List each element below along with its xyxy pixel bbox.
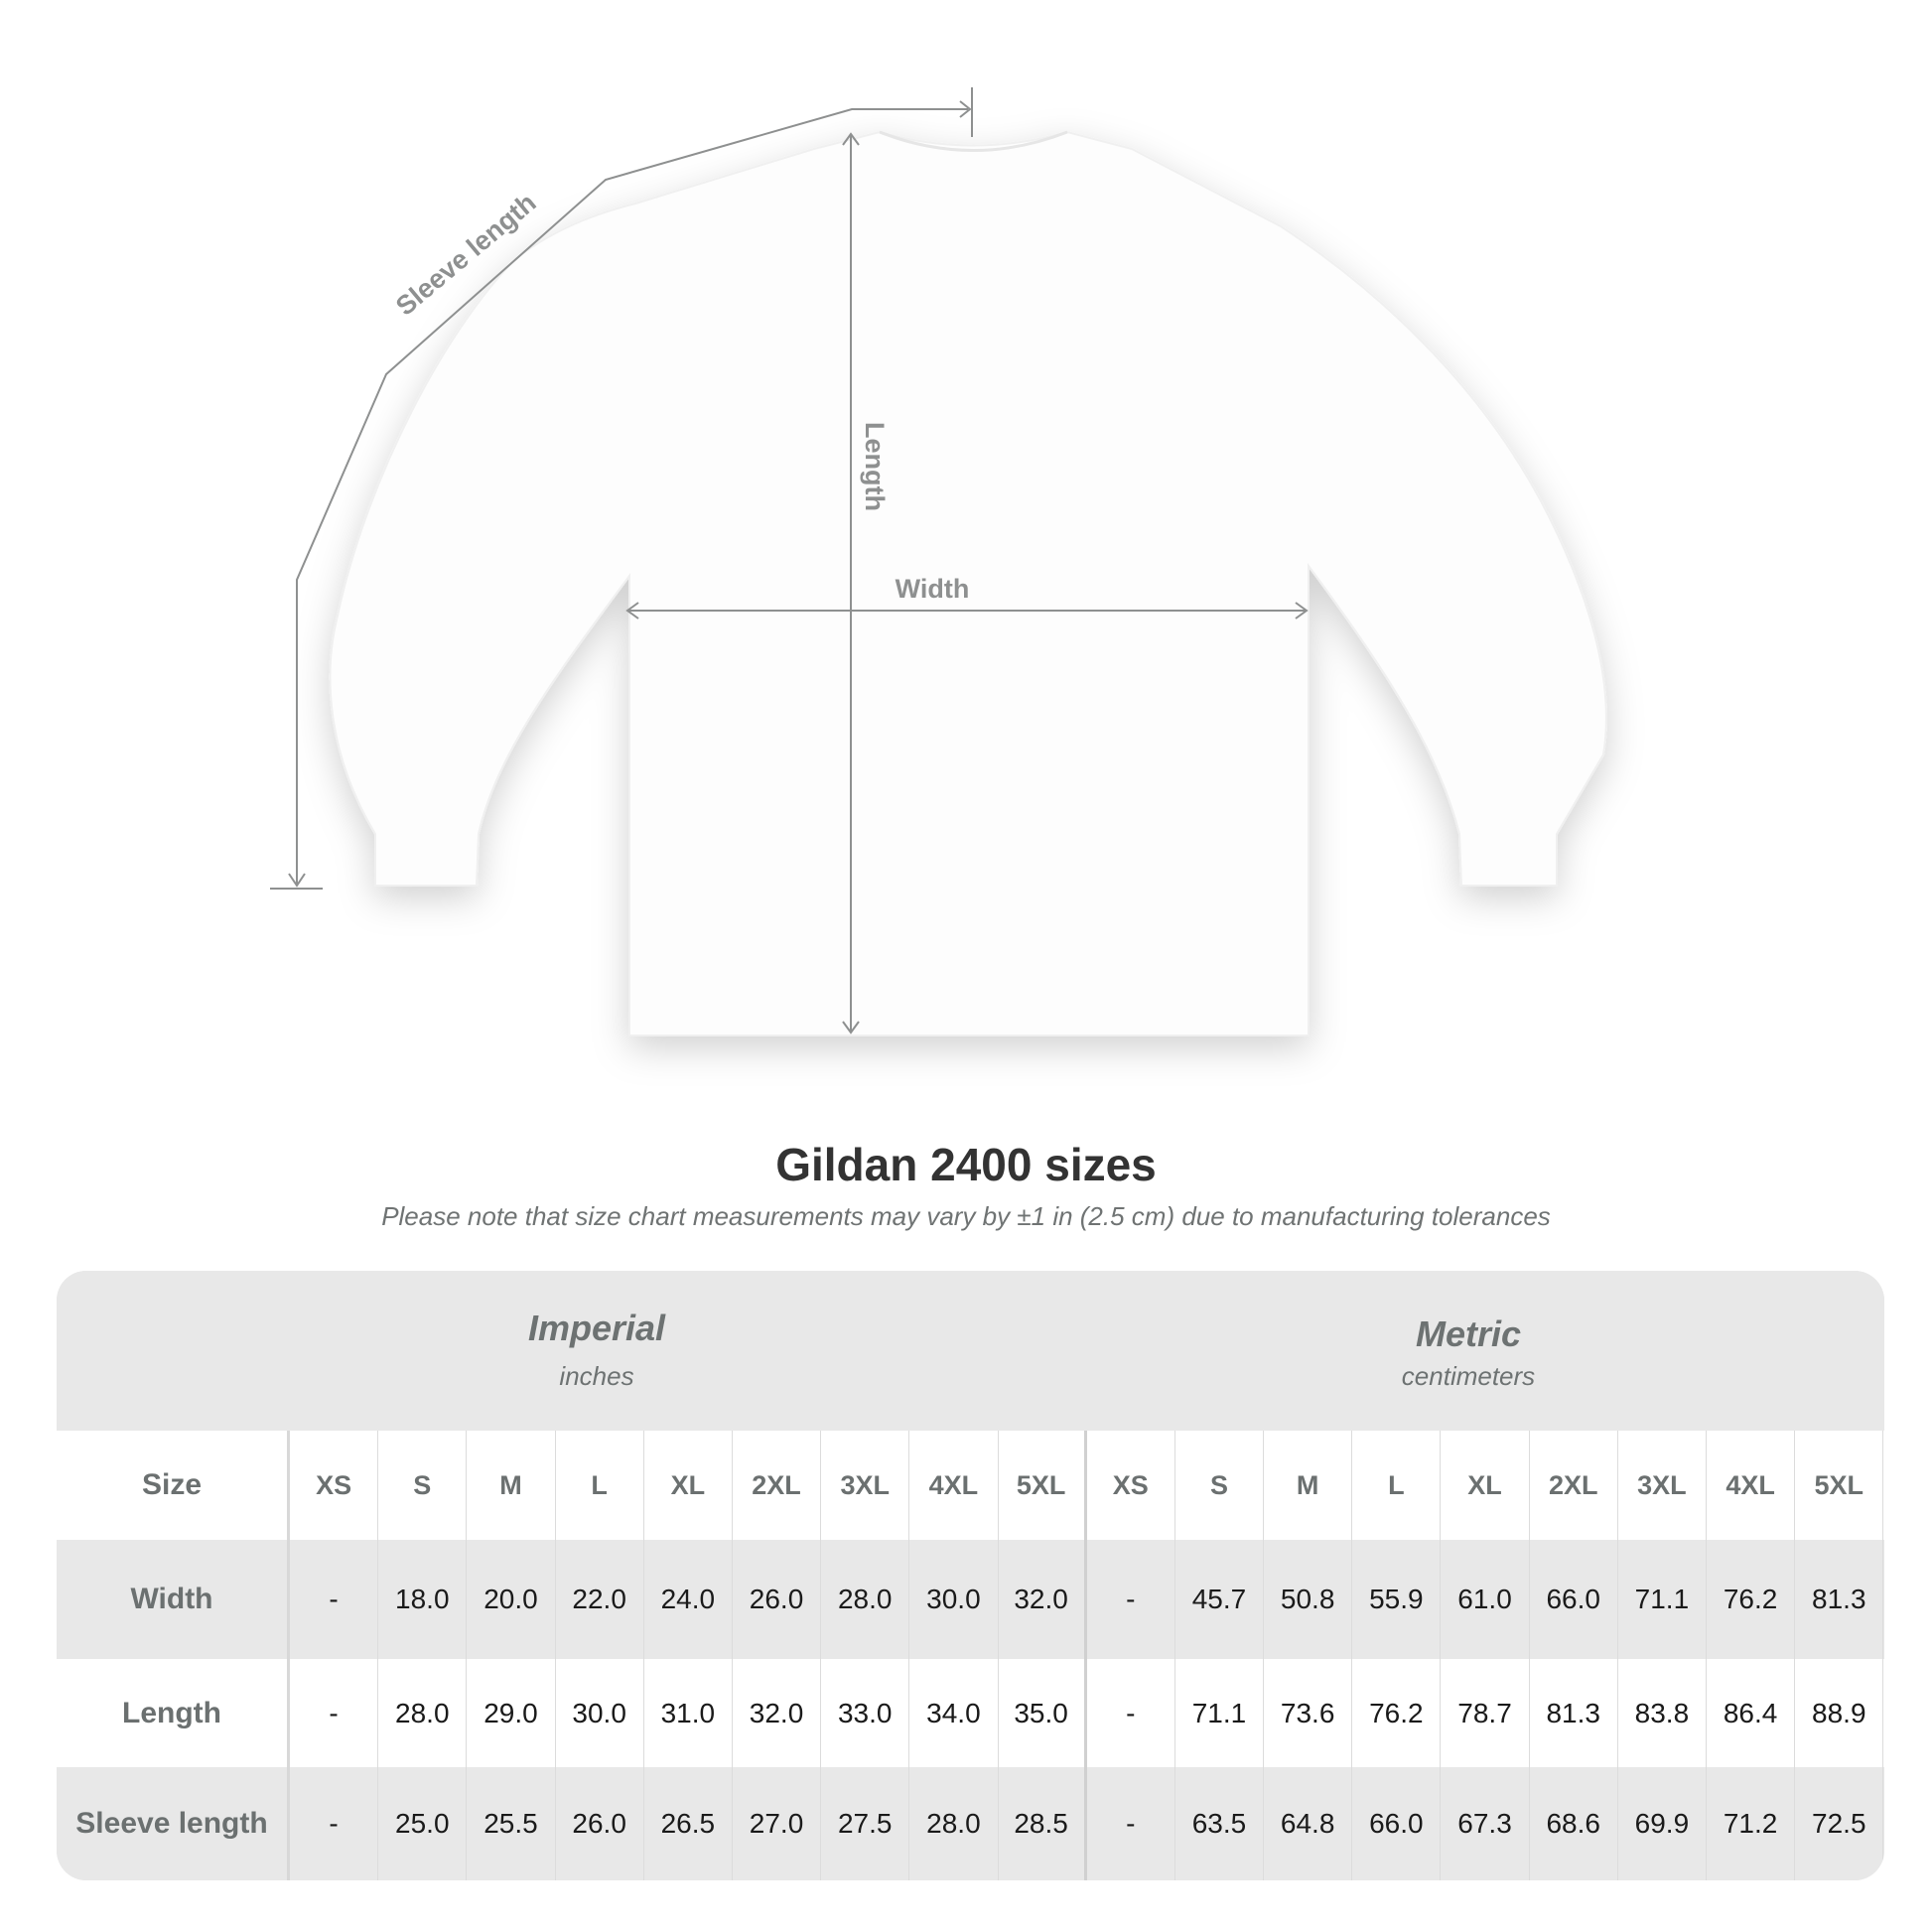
imperial-value-cell: 28.0 xyxy=(909,1767,999,1880)
metric-value-cell: 76.2 xyxy=(1707,1540,1796,1659)
size-header-row: Size XS S M L XL 2XL 3XL 4XL 5XL XS S M L XL 2XL 3XL 4XL 5… xyxy=(57,1431,1884,1540)
metric-value-cell: - xyxy=(1087,1659,1175,1767)
imperial-title: Imperial xyxy=(527,1308,666,1348)
imperial-value-cell: 18.0 xyxy=(378,1540,468,1659)
imperial-value-cell: 24.0 xyxy=(644,1540,733,1659)
imperial-value-cell: 35.0 xyxy=(999,1659,1087,1767)
metric-value-cell: 86.4 xyxy=(1707,1659,1796,1767)
metric-value-cell: 66.0 xyxy=(1530,1540,1618,1659)
row-label: Sleeve length xyxy=(57,1767,290,1880)
imperial-value-cell: 32.0 xyxy=(999,1540,1087,1659)
size-header-cell: L xyxy=(556,1431,644,1540)
imperial-value-cell: - xyxy=(290,1659,379,1767)
metric-value-cell: - xyxy=(1087,1767,1175,1880)
size-header-label: Size xyxy=(57,1431,290,1540)
imperial-value-cell: 25.5 xyxy=(467,1767,556,1880)
sleeve-length-line xyxy=(296,108,968,886)
metric-value-cell: 81.3 xyxy=(1530,1659,1618,1767)
row-label: Width xyxy=(57,1540,290,1659)
imperial-value-cell: 20.0 xyxy=(467,1540,556,1659)
metric-value-cell: 68.6 xyxy=(1530,1767,1618,1880)
imperial-value-cell: 28.5 xyxy=(999,1767,1087,1880)
imperial-value-cell: 30.0 xyxy=(909,1540,999,1659)
size-header-cell: M xyxy=(1264,1431,1353,1540)
metric-value-cell: 55.9 xyxy=(1352,1540,1442,1659)
metric-value-cell: 83.8 xyxy=(1618,1659,1707,1767)
size-header-cell: 5XL xyxy=(1795,1431,1884,1540)
shirt-diagram: Sleeve length Length Width xyxy=(270,87,1607,1036)
size-header-cell: 2XL xyxy=(1530,1431,1618,1540)
imperial-value-cell: 22.0 xyxy=(556,1540,644,1659)
metric-unit: centimeters xyxy=(1401,1361,1536,1391)
metric-value-cell: 67.3 xyxy=(1441,1767,1530,1880)
size-header-cell: S xyxy=(1175,1431,1265,1540)
metric-value-cell: 71.1 xyxy=(1175,1659,1265,1767)
size-header-cell: 5XL xyxy=(999,1431,1087,1540)
metric-value-cell: 64.8 xyxy=(1264,1767,1353,1880)
metric-value-cell: 71.2 xyxy=(1707,1767,1796,1880)
imperial-value-cell: 33.0 xyxy=(821,1659,910,1767)
metric-value-cell: 76.2 xyxy=(1352,1659,1442,1767)
imperial-value-cell: 31.0 xyxy=(644,1659,733,1767)
width-label: Width xyxy=(896,574,970,604)
metric-value-cell: 61.0 xyxy=(1441,1540,1530,1659)
imperial-header: Imperial inches xyxy=(348,1308,845,1392)
tolerance-note: Please note that size chart measurements… xyxy=(381,1201,1551,1231)
metric-value-cell: 63.5 xyxy=(1175,1767,1265,1880)
metric-value-cell: 50.8 xyxy=(1264,1540,1353,1659)
metric-value-cell: 45.7 xyxy=(1175,1540,1265,1659)
length-label: Length xyxy=(860,422,890,511)
size-table: Imperial inches Metric centimeters Size X… xyxy=(57,1271,1884,1880)
row-label: Length xyxy=(57,1659,290,1767)
metric-value-cell: 81.3 xyxy=(1795,1540,1884,1659)
imperial-value-cell: 30.0 xyxy=(556,1659,644,1767)
metric-value-cell: 71.1 xyxy=(1618,1540,1707,1659)
page-title: Gildan 2400 sizes xyxy=(775,1139,1157,1190)
metric-title: Metric xyxy=(1415,1313,1522,1354)
imperial-value-cell: 27.0 xyxy=(733,1767,822,1880)
metric-value-cell: 66.0 xyxy=(1352,1767,1442,1880)
size-header-cell: 3XL xyxy=(1618,1431,1707,1540)
imperial-value-cell: - xyxy=(290,1540,379,1659)
imperial-unit: inches xyxy=(559,1361,634,1391)
size-header-cell: XL xyxy=(644,1431,733,1540)
size-header-cell: M xyxy=(467,1431,556,1540)
size-header-cell: 3XL xyxy=(821,1431,910,1540)
long-sleeve-shirt-image xyxy=(329,130,1607,1036)
size-header-cell: XS xyxy=(1087,1431,1175,1540)
metric-header: Metric centimeters xyxy=(1220,1313,1717,1392)
metric-value-cell: 69.9 xyxy=(1618,1767,1707,1880)
size-header-cell: 4XL xyxy=(909,1431,999,1540)
size-header-cell: L xyxy=(1352,1431,1442,1540)
metric-value-cell: 88.9 xyxy=(1795,1659,1884,1767)
imperial-value-cell: 26.5 xyxy=(644,1767,733,1880)
imperial-value-cell: 29.0 xyxy=(467,1659,556,1767)
metric-value-cell: 78.7 xyxy=(1441,1659,1530,1767)
imperial-value-cell: 32.0 xyxy=(733,1659,822,1767)
size-header-cell: XS xyxy=(290,1431,379,1540)
imperial-value-cell: 26.0 xyxy=(733,1540,822,1659)
metric-value-cell: - xyxy=(1087,1540,1175,1659)
table-row-width: Width -18.0 20.0 22.0 24.0 26.0 28.0 30.0 32.0-4… xyxy=(57,1540,1884,1659)
imperial-value-cell: 26.0 xyxy=(556,1767,644,1880)
imperial-value-cell: 25.0 xyxy=(378,1767,468,1880)
imperial-value-cell: 28.0 xyxy=(821,1540,910,1659)
size-header-cell: XL xyxy=(1441,1431,1530,1540)
size-header-cell: 4XL xyxy=(1707,1431,1796,1540)
imperial-value-cell: 34.0 xyxy=(909,1659,999,1767)
table-row-sleeve-length: Sleeve length -25.0 25.5 26.0 26.5 27.0 27.5 28… xyxy=(57,1767,1884,1880)
unit-header-band: Imperial inches Metric centimeters xyxy=(57,1271,1884,1431)
metric-value-cell: 73.6 xyxy=(1264,1659,1353,1767)
table-row-length: Length -28.0 29.0 30.0 31.0 32.0 33.0 34.0 35.0-… xyxy=(57,1659,1884,1767)
size-header-cell: 2XL xyxy=(733,1431,822,1540)
imperial-value-cell: 28.0 xyxy=(378,1659,468,1767)
size-header-cell: S xyxy=(378,1431,468,1540)
imperial-value-cell: 27.5 xyxy=(821,1767,910,1880)
metric-value-cell: 72.5 xyxy=(1795,1767,1884,1880)
imperial-value-cell: - xyxy=(290,1767,379,1880)
